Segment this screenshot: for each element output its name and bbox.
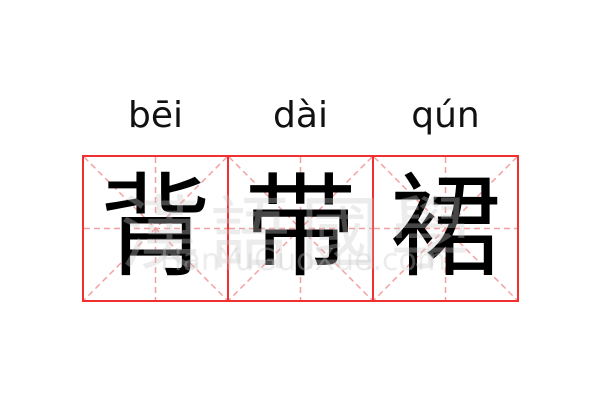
guide-lines-icon xyxy=(84,157,227,300)
pinyin-1: bēi xyxy=(127,95,183,136)
pinyin-3: qún xyxy=(411,95,480,136)
pinyin-2: dài xyxy=(273,95,328,136)
character-cell: 带 xyxy=(227,155,374,302)
character: 带 xyxy=(244,163,357,293)
character: 裙 xyxy=(389,163,502,293)
character-cell: 背 xyxy=(82,155,229,302)
guide-lines-icon xyxy=(374,157,517,300)
character: 背 xyxy=(99,163,212,293)
character-cell: 裙 xyxy=(372,155,519,302)
character-grid: 背 带 裙 xyxy=(82,155,519,302)
guide-lines-icon xyxy=(229,157,372,300)
